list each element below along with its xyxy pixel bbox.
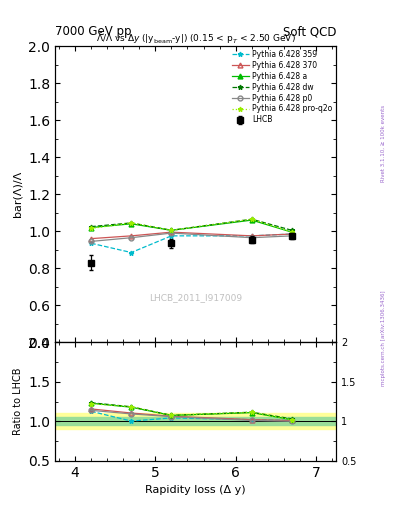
Legend: Pythia 6.428 359, Pythia 6.428 370, Pythia 6.428 a, Pythia 6.428 dw, Pythia 6.42: Pythia 6.428 359, Pythia 6.428 370, Pyth… bbox=[231, 48, 334, 126]
Pythia 6.428 359 bbox=[129, 249, 134, 255]
Pythia 6.428 pro-q2o bbox=[169, 227, 174, 233]
Line: Pythia 6.428 a: Pythia 6.428 a bbox=[89, 218, 294, 234]
Pythia 6.428 dw bbox=[129, 220, 134, 226]
Pythia 6.428 370 bbox=[290, 231, 294, 237]
Title: $\bar{\Lambda}/\Lambda$ vs $\Delta y$ (|y$_{\rm beam}$-y|) (0.15 < p$_T$ < 2.50 : $\bar{\Lambda}/\Lambda$ vs $\Delta y$ (|… bbox=[95, 31, 296, 46]
Pythia 6.428 p0 bbox=[169, 230, 174, 236]
Text: LHCB_2011_I917009: LHCB_2011_I917009 bbox=[149, 293, 242, 303]
Y-axis label: bar(Λ)/Λ: bar(Λ)/Λ bbox=[13, 171, 22, 217]
Text: Rivet 3.1.10, ≥ 100k events: Rivet 3.1.10, ≥ 100k events bbox=[381, 105, 386, 182]
Pythia 6.428 dw bbox=[89, 224, 94, 230]
Line: Pythia 6.428 370: Pythia 6.428 370 bbox=[89, 230, 294, 241]
Pythia 6.428 pro-q2o bbox=[290, 229, 294, 235]
Pythia 6.428 dw bbox=[290, 227, 294, 233]
Pythia 6.428 a bbox=[89, 224, 94, 230]
Pythia 6.428 370 bbox=[129, 233, 134, 239]
Pythia 6.428 p0 bbox=[89, 238, 94, 244]
Pythia 6.428 pro-q2o bbox=[89, 225, 94, 231]
Text: mcplots.cern.ch [arXiv:1306.3436]: mcplots.cern.ch [arXiv:1306.3436] bbox=[381, 290, 386, 386]
Pythia 6.428 p0 bbox=[250, 234, 254, 241]
Pythia 6.428 359 bbox=[169, 233, 174, 239]
Pythia 6.428 a bbox=[169, 227, 174, 233]
Pythia 6.428 370 bbox=[250, 233, 254, 239]
Y-axis label: Ratio to LHCB: Ratio to LHCB bbox=[13, 368, 23, 435]
X-axis label: Rapidity loss (Δ y): Rapidity loss (Δ y) bbox=[145, 485, 246, 495]
Pythia 6.428 pro-q2o bbox=[250, 216, 254, 222]
Line: Pythia 6.428 359: Pythia 6.428 359 bbox=[89, 231, 294, 255]
Text: Soft QCD: Soft QCD bbox=[283, 26, 336, 38]
Pythia 6.428 a bbox=[250, 217, 254, 223]
Pythia 6.428 a bbox=[129, 221, 134, 227]
Pythia 6.428 dw bbox=[250, 216, 254, 222]
Pythia 6.428 359 bbox=[290, 231, 294, 237]
Text: 7000 GeV pp: 7000 GeV pp bbox=[55, 26, 132, 38]
Pythia 6.428 359 bbox=[250, 233, 254, 239]
Line: Pythia 6.428 pro-q2o: Pythia 6.428 pro-q2o bbox=[89, 217, 294, 234]
Pythia 6.428 dw bbox=[169, 227, 174, 233]
Pythia 6.428 p0 bbox=[290, 233, 294, 239]
Line: Pythia 6.428 dw: Pythia 6.428 dw bbox=[89, 217, 294, 233]
Pythia 6.428 370 bbox=[89, 236, 94, 242]
Pythia 6.428 a bbox=[290, 229, 294, 235]
Line: Pythia 6.428 p0: Pythia 6.428 p0 bbox=[89, 230, 294, 244]
Pythia 6.428 370 bbox=[169, 229, 174, 235]
Pythia 6.428 359 bbox=[89, 240, 94, 246]
Pythia 6.428 p0 bbox=[129, 234, 134, 241]
Pythia 6.428 pro-q2o bbox=[129, 220, 134, 226]
